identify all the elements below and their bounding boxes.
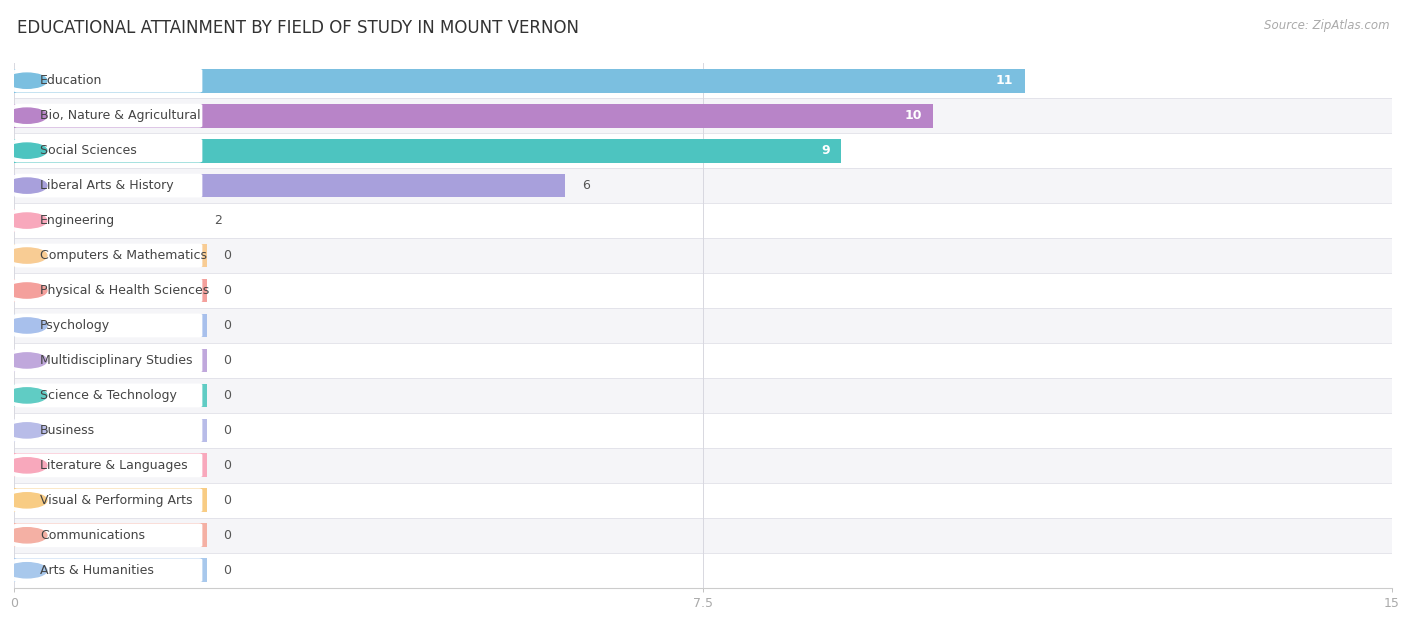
Circle shape — [7, 562, 46, 578]
Bar — [14, 489, 207, 512]
Text: 9: 9 — [821, 144, 830, 157]
Circle shape — [7, 108, 46, 123]
Text: 2: 2 — [214, 214, 222, 227]
Text: Education: Education — [39, 74, 103, 87]
Bar — [14, 139, 841, 162]
Bar — [14, 98, 1392, 133]
Text: Physical & Health Sciences: Physical & Health Sciences — [39, 284, 209, 297]
FancyBboxPatch shape — [14, 559, 202, 582]
Circle shape — [7, 458, 46, 473]
Bar — [14, 448, 1392, 483]
Text: 0: 0 — [224, 459, 232, 472]
Bar — [14, 413, 1392, 448]
Bar — [14, 343, 1392, 378]
Text: 0: 0 — [224, 564, 232, 577]
Bar — [14, 244, 207, 267]
Text: Visual & Performing Arts: Visual & Performing Arts — [39, 494, 193, 507]
Text: 11: 11 — [995, 74, 1014, 87]
Bar — [14, 279, 207, 302]
Circle shape — [7, 73, 46, 88]
FancyBboxPatch shape — [14, 104, 202, 128]
Text: Science & Technology: Science & Technology — [39, 389, 177, 402]
Text: Liberal Arts & History: Liberal Arts & History — [39, 179, 173, 192]
FancyBboxPatch shape — [14, 209, 202, 233]
Circle shape — [7, 248, 46, 263]
Text: 0: 0 — [224, 424, 232, 437]
FancyBboxPatch shape — [14, 244, 202, 267]
Bar — [14, 384, 207, 407]
FancyBboxPatch shape — [14, 489, 202, 512]
Circle shape — [7, 528, 46, 543]
Text: 0: 0 — [224, 494, 232, 507]
Bar — [14, 518, 1392, 553]
Circle shape — [7, 283, 46, 298]
Bar — [14, 378, 1392, 413]
Text: 0: 0 — [224, 284, 232, 297]
Text: EDUCATIONAL ATTAINMENT BY FIELD OF STUDY IN MOUNT VERNON: EDUCATIONAL ATTAINMENT BY FIELD OF STUDY… — [17, 19, 579, 37]
Text: 6: 6 — [582, 179, 589, 192]
Bar — [14, 349, 207, 372]
FancyBboxPatch shape — [14, 139, 202, 162]
Circle shape — [7, 388, 46, 403]
Text: Business: Business — [39, 424, 96, 437]
FancyBboxPatch shape — [14, 174, 202, 197]
Text: Arts & Humanities: Arts & Humanities — [39, 564, 153, 577]
Bar — [14, 238, 1392, 273]
Bar — [14, 308, 1392, 343]
Text: 10: 10 — [904, 109, 921, 122]
Text: Bio, Nature & Agricultural: Bio, Nature & Agricultural — [39, 109, 201, 122]
Circle shape — [7, 178, 46, 193]
Text: Computers & Mathematics: Computers & Mathematics — [39, 249, 207, 262]
FancyBboxPatch shape — [14, 454, 202, 477]
Text: 0: 0 — [224, 529, 232, 542]
Bar — [14, 209, 198, 233]
Bar — [14, 553, 1392, 588]
Bar — [14, 418, 207, 442]
Circle shape — [7, 143, 46, 158]
FancyBboxPatch shape — [14, 523, 202, 547]
Bar — [14, 69, 1025, 92]
Bar — [14, 313, 207, 337]
Text: Communications: Communications — [39, 529, 145, 542]
Circle shape — [7, 318, 46, 333]
Bar — [14, 273, 1392, 308]
Bar — [14, 168, 1392, 203]
Text: Multidisciplinary Studies: Multidisciplinary Studies — [39, 354, 193, 367]
Bar — [14, 559, 207, 582]
Bar — [14, 483, 1392, 518]
Circle shape — [7, 493, 46, 508]
Bar — [14, 203, 1392, 238]
FancyBboxPatch shape — [14, 384, 202, 407]
Text: Source: ZipAtlas.com: Source: ZipAtlas.com — [1264, 19, 1389, 32]
Bar — [14, 454, 207, 477]
FancyBboxPatch shape — [14, 279, 202, 302]
Text: 0: 0 — [224, 389, 232, 402]
Bar — [14, 523, 207, 547]
Circle shape — [7, 353, 46, 368]
Text: 0: 0 — [224, 319, 232, 332]
FancyBboxPatch shape — [14, 349, 202, 372]
FancyBboxPatch shape — [14, 418, 202, 442]
Text: Psychology: Psychology — [39, 319, 110, 332]
Text: 0: 0 — [224, 249, 232, 262]
Bar — [14, 174, 565, 197]
Circle shape — [7, 213, 46, 228]
Text: Social Sciences: Social Sciences — [39, 144, 136, 157]
Text: 0: 0 — [224, 354, 232, 367]
FancyBboxPatch shape — [14, 313, 202, 337]
Bar — [14, 63, 1392, 98]
Bar — [14, 104, 932, 128]
Bar — [14, 133, 1392, 168]
FancyBboxPatch shape — [14, 69, 202, 92]
Text: Literature & Languages: Literature & Languages — [39, 459, 187, 472]
Text: Engineering: Engineering — [39, 214, 115, 227]
Circle shape — [7, 423, 46, 438]
